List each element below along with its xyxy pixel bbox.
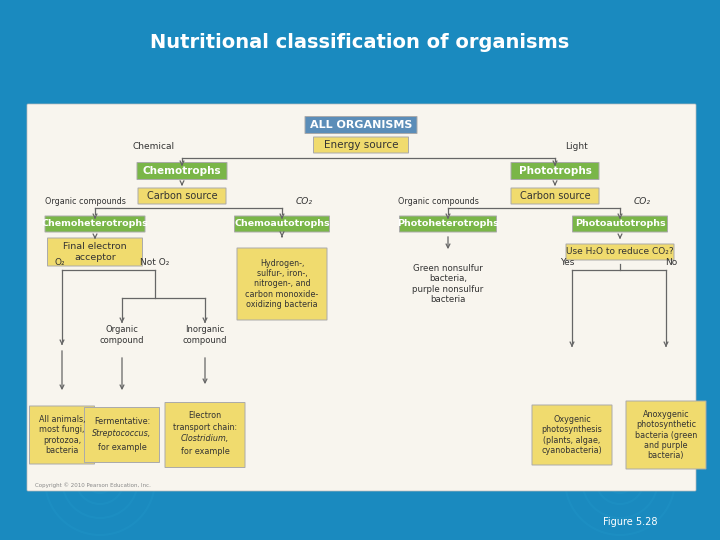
Text: CO₂: CO₂ [295, 197, 312, 206]
FancyBboxPatch shape [400, 216, 497, 232]
FancyBboxPatch shape [137, 163, 227, 179]
Text: Nutritional classification of organisms: Nutritional classification of organisms [150, 32, 570, 51]
Text: Light: Light [566, 142, 588, 151]
Text: ALL ORGANISMS: ALL ORGANISMS [310, 120, 412, 130]
FancyBboxPatch shape [45, 216, 145, 232]
Text: Photoheterotrophs: Photoheterotrophs [397, 219, 499, 228]
Text: Phototrophs: Phototrophs [518, 166, 591, 176]
Text: Anoxygenic
photosynthetic
bacteria (green
and purple
bacteria): Anoxygenic photosynthetic bacteria (gree… [635, 410, 697, 460]
FancyBboxPatch shape [626, 401, 706, 469]
Text: All animals,
most fungi,
protozoa,
bacteria: All animals, most fungi, protozoa, bacte… [39, 415, 85, 455]
FancyBboxPatch shape [27, 104, 696, 491]
Text: Green nonsulfur
bacteria,
purple nonsulfur
bacteria: Green nonsulfur bacteria, purple nonsulf… [413, 264, 484, 304]
FancyBboxPatch shape [572, 216, 667, 232]
Text: Fermentative:: Fermentative: [94, 416, 150, 426]
FancyBboxPatch shape [48, 238, 143, 266]
Text: Use H₂O to reduce CO₂?: Use H₂O to reduce CO₂? [566, 247, 674, 256]
Text: Organic compounds: Organic compounds [397, 197, 478, 206]
FancyBboxPatch shape [313, 137, 408, 153]
Text: Organic
compound: Organic compound [100, 325, 144, 345]
FancyBboxPatch shape [305, 117, 417, 133]
Text: Carbon source: Carbon source [520, 191, 590, 201]
Text: Figure 5.28: Figure 5.28 [603, 517, 657, 527]
Text: for example: for example [181, 447, 230, 456]
FancyBboxPatch shape [511, 188, 599, 204]
Text: transport chain:: transport chain: [173, 422, 237, 431]
Text: No: No [665, 258, 677, 267]
FancyBboxPatch shape [237, 248, 327, 320]
FancyBboxPatch shape [532, 405, 612, 465]
Text: Chemical: Chemical [133, 142, 175, 151]
FancyBboxPatch shape [511, 163, 599, 179]
Text: Organic compounds: Organic compounds [45, 197, 125, 206]
Text: Chemotrophs: Chemotrophs [143, 166, 221, 176]
Text: Inorganic
compound: Inorganic compound [183, 325, 228, 345]
FancyBboxPatch shape [30, 406, 94, 464]
FancyBboxPatch shape [138, 188, 226, 204]
Text: Chemoautotrophs: Chemoautotrophs [234, 219, 330, 228]
Text: Electron: Electron [189, 410, 222, 420]
Text: Final electron
acceptor: Final electron acceptor [63, 242, 127, 262]
Text: Not O₂: Not O₂ [140, 258, 170, 267]
FancyBboxPatch shape [566, 244, 674, 260]
Text: Chemoheterotrophs: Chemoheterotrophs [42, 219, 148, 228]
Text: Oxygenic
photosynthesis
(plants, algae,
cyanobacteria): Oxygenic photosynthesis (plants, algae, … [541, 415, 603, 455]
Text: Yes: Yes [560, 258, 574, 267]
Text: Copyright © 2010 Pearson Education, Inc.: Copyright © 2010 Pearson Education, Inc. [35, 482, 151, 488]
Text: O₂: O₂ [55, 258, 66, 267]
Text: Carbon source: Carbon source [147, 191, 217, 201]
Text: Photoautotrophs: Photoautotrophs [575, 219, 665, 228]
Text: Streptococcus,: Streptococcus, [92, 429, 152, 437]
FancyBboxPatch shape [235, 216, 330, 232]
Text: for example: for example [98, 442, 146, 451]
FancyBboxPatch shape [84, 408, 160, 462]
Text: Hydrogen-,
sulfur-, iron-,
nitrogen-, and
carbon monoxide-
oxidizing bacteria: Hydrogen-, sulfur-, iron-, nitrogen-, an… [246, 259, 319, 309]
FancyBboxPatch shape [165, 402, 245, 468]
Text: CO₂: CO₂ [634, 197, 650, 206]
Text: Energy source: Energy source [324, 140, 398, 150]
Text: Clostridium,: Clostridium, [181, 435, 229, 443]
